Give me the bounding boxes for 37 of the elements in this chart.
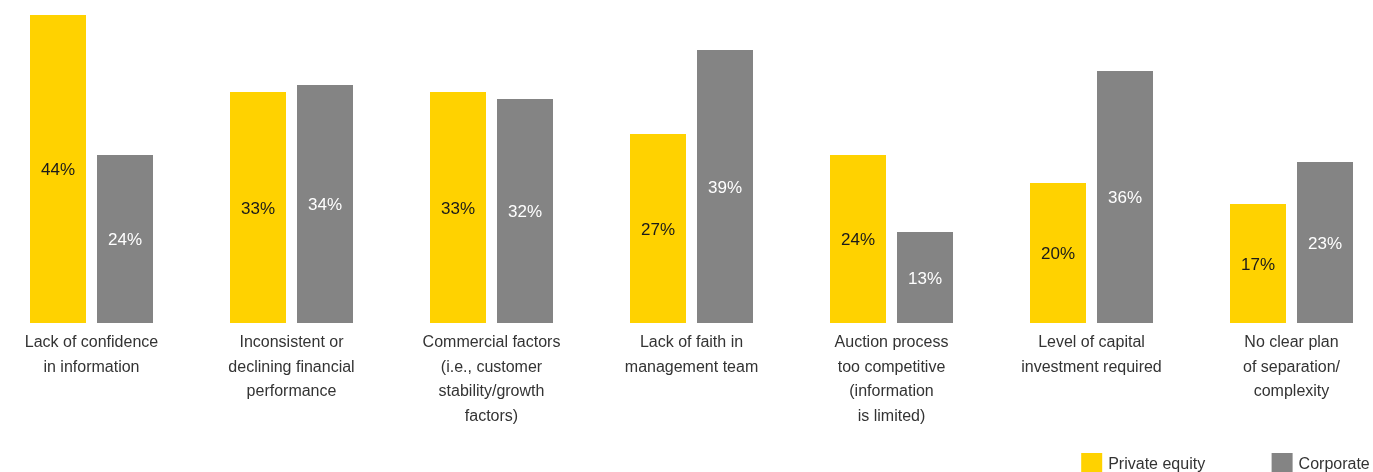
bar (497, 99, 553, 323)
x-tick-label: Auction process too competitive (information is limited) (834, 333, 949, 424)
legend-label: Private equity (1108, 455, 1206, 472)
data-label: 13% (907, 268, 943, 288)
data-label: 27% (640, 219, 676, 239)
data-label: 33% (440, 198, 476, 218)
bar (830, 155, 886, 323)
bar (430, 92, 486, 323)
bar (1030, 183, 1086, 323)
x-tick-label: Lack of confidence in information (24, 333, 159, 375)
data-label: 34% (307, 195, 343, 214)
data-label: 32% (507, 202, 543, 221)
x-tick-label: Inconsistent or declining financial performance (228, 333, 355, 399)
x-tick-label: No clear plan of separation/ complexity (1243, 333, 1341, 399)
data-label: 23% (1307, 233, 1343, 253)
data-label: 24% (107, 230, 143, 249)
bar (97, 155, 153, 323)
bar (30, 15, 86, 323)
x-tick-label: Commercial factors (i.e., customer stability/growth factors) (422, 333, 561, 424)
data-label: 33% (240, 198, 276, 218)
data-label: 39% (707, 177, 743, 197)
bar (230, 92, 286, 323)
bar (630, 134, 686, 323)
bar (897, 232, 953, 323)
data-label: 44% (40, 160, 76, 179)
bar (1297, 162, 1353, 323)
bar (1230, 204, 1286, 323)
data-label: 24% (840, 230, 876, 249)
data-label: 17% (1240, 254, 1276, 274)
x-tick-label: Level of capital investment required (1021, 333, 1162, 375)
x-tick-label: Lack of faith in management team (624, 333, 759, 375)
bar (697, 50, 753, 323)
bar (1097, 71, 1153, 323)
bar (297, 85, 353, 323)
data-label: 36% (1107, 188, 1143, 207)
data-label: 20% (1040, 244, 1076, 263)
legend-label: Corporate (1298, 455, 1370, 472)
